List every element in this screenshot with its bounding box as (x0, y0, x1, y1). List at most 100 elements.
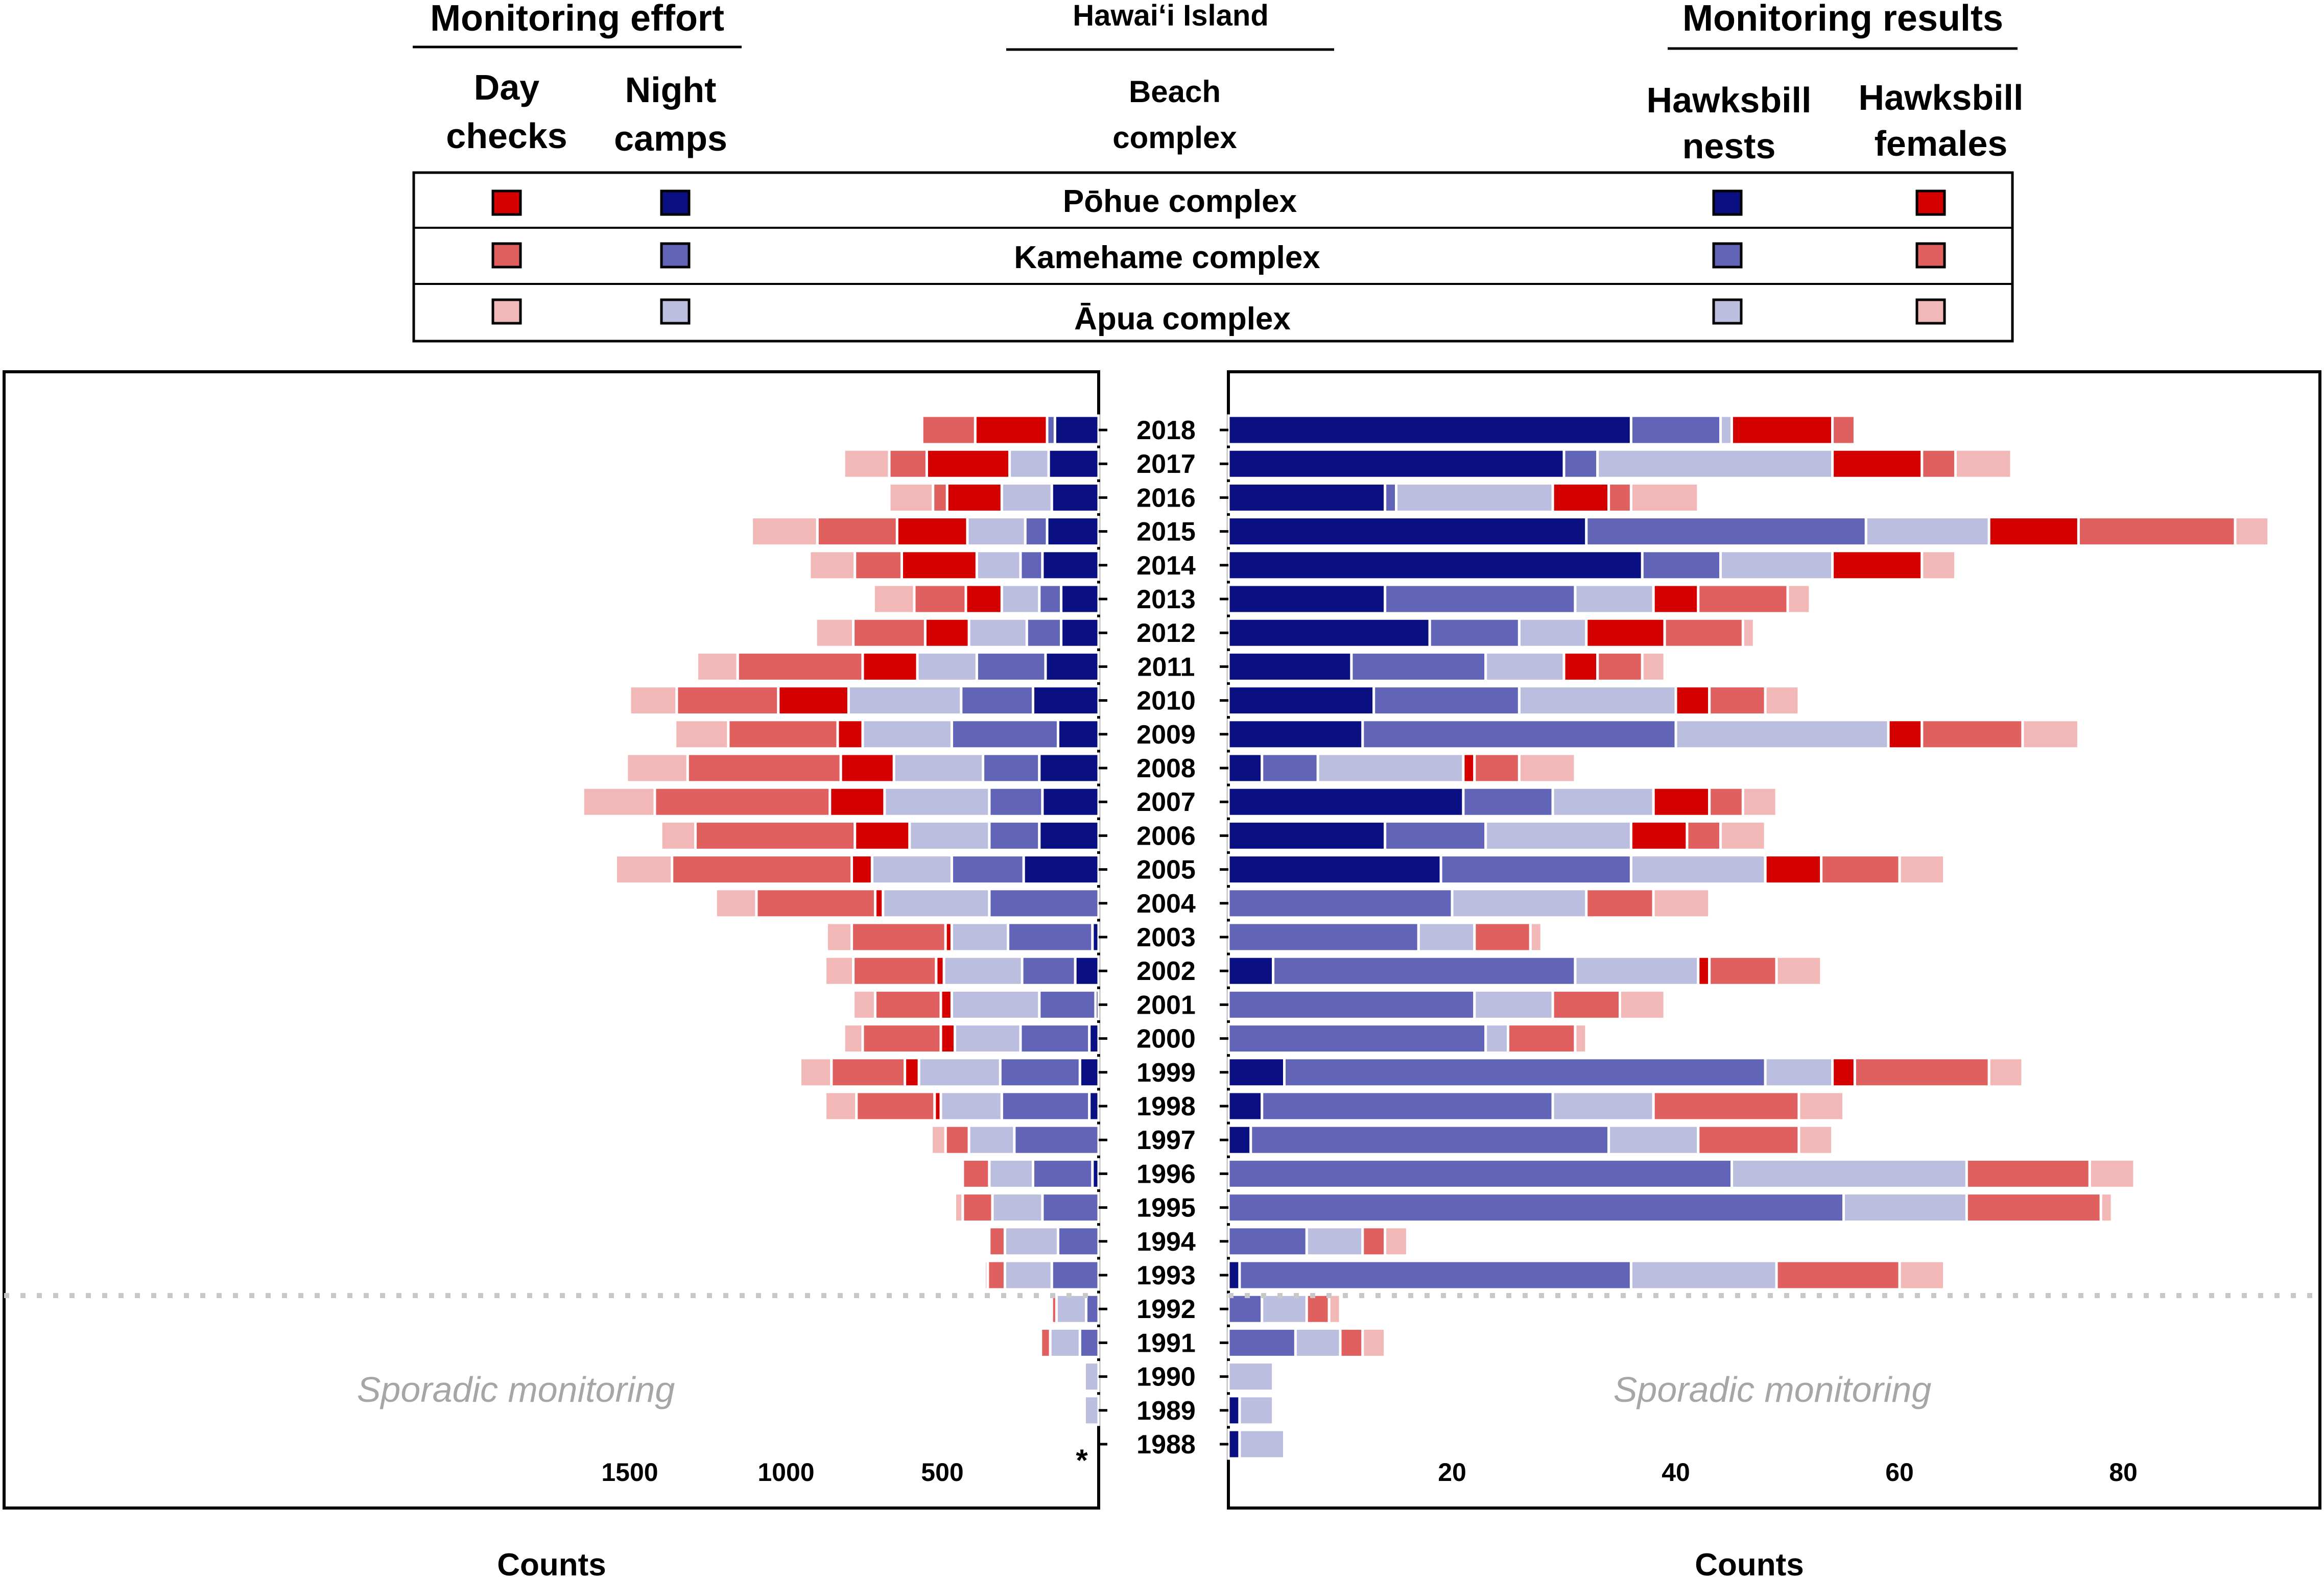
females-swatch-apua (1915, 298, 1946, 325)
effort-bar-2005-s1 (950, 854, 1025, 886)
effort-bar-1999-s2 (917, 1057, 1002, 1088)
effort-bar-1995-s2 (991, 1192, 1044, 1224)
effort-bar-2015-s3 (895, 516, 969, 547)
results-bar-1996-s4 (1965, 1158, 2091, 1189)
year-label-2006: 2006 (1136, 821, 1196, 851)
effort-bar-1997-s2 (967, 1124, 1016, 1156)
effort-bar-2018-s3 (974, 414, 1049, 446)
results-bar-2017-s2 (1596, 448, 1834, 480)
results-bar-1999-s1 (1283, 1057, 1767, 1088)
results-bar-2001-s5 (1619, 989, 1666, 1020)
year-label-1999: 1999 (1136, 1058, 1196, 1088)
results-bar-2003-s1 (1227, 921, 1420, 953)
results-bar-2005-s2 (1629, 854, 1767, 886)
results-bar-2012-s3 (1585, 617, 1666, 649)
effort-bar-2012-s5 (814, 617, 855, 649)
year-label-2012: 2012 (1136, 618, 1196, 648)
results-bar-2008-s5 (1517, 752, 1577, 784)
results-bar-2014-s2 (1719, 549, 1834, 581)
results-bar-2014-s1 (1641, 549, 1722, 581)
results-bar-1996-s1 (1227, 1158, 1733, 1189)
effort-bar-2008-s4 (686, 752, 842, 784)
left-axis-ticks: 1500 1000 500 (601, 1458, 963, 1487)
results-bar-2009-s0 (1227, 719, 1364, 750)
results-bar-2008-s0 (1227, 752, 1264, 784)
effort-bar-2000-s3 (939, 1023, 956, 1055)
results-bar-2003-s2 (1417, 921, 1476, 953)
results-bar-2016-s3 (1551, 482, 1610, 513)
effort-bar-1993-s4 (986, 1259, 1006, 1291)
effort-bar-1993-s2 (1003, 1259, 1053, 1291)
effort-bar-2015-s4 (816, 516, 898, 547)
results-bar-2011-s0 (1227, 651, 1353, 682)
results-bar-2006-s0 (1227, 820, 1387, 851)
results-bar-1988-s2 (1238, 1428, 1286, 1460)
day-checks-swatch-apua (491, 298, 522, 325)
right-tick-40: 40 (1662, 1458, 1690, 1487)
effort-bar-2006-s3 (853, 820, 911, 851)
results-bar-2002-s5 (1775, 955, 1823, 987)
effort-bar-2008-s5 (625, 752, 689, 784)
day-checks-swatch-pohue (491, 189, 522, 216)
effort-bar-2000-s1 (1019, 1023, 1091, 1055)
results-bar-1991-s5 (1361, 1327, 1387, 1358)
effort-bar-1990-s4 (1081, 1361, 1086, 1393)
effort-bar-2010-s4 (675, 685, 780, 716)
results-bar-2010-s3 (1674, 685, 1711, 716)
left-tick-500: 500 (921, 1458, 963, 1487)
results-bar-2013-s1 (1384, 583, 1577, 615)
left-effort-bars (581, 414, 1100, 1426)
effort-bar-2013-s2 (1000, 583, 1041, 615)
results-bar-2000-s4 (1507, 1023, 1577, 1055)
day-checks-label-line2: checks (446, 116, 567, 156)
results-bar-1995-s4 (1965, 1192, 2102, 1224)
results-bar-1988-s0 (1227, 1428, 1241, 1460)
results-bar-2010-s5 (1764, 685, 1800, 716)
year-label-2016: 2016 (1136, 483, 1196, 513)
effort-bar-2016-s5 (888, 482, 935, 513)
effort-bar-1994-s1 (1056, 1226, 1100, 1257)
year-label-2009: 2009 (1136, 720, 1196, 750)
results-bar-1992-s5 (1327, 1293, 1342, 1325)
effort-bar-2015-s0 (1046, 516, 1100, 547)
effort-bar-2017-s5 (842, 448, 891, 480)
effort-bar-2010-s0 (1031, 685, 1100, 716)
night-camps-swatch-kamehame (660, 242, 691, 269)
results-bar-1992-s1 (1227, 1293, 1264, 1325)
results-bar-2008-s3 (1462, 752, 1476, 784)
effort-bar-1999-s1 (999, 1057, 1081, 1088)
results-bar-2016-s4 (1607, 482, 1632, 513)
results-bar-1997-s2 (1607, 1124, 1700, 1156)
results-bar-2015-s5 (2234, 516, 2270, 547)
results-bar-2000-s5 (1574, 1023, 1588, 1055)
year-label-1995: 1995 (1136, 1193, 1196, 1223)
effort-bar-2013-s3 (964, 583, 1003, 615)
results-bar-1991-s2 (1294, 1327, 1342, 1358)
effort-bar-2015-s2 (966, 516, 1027, 547)
results-bar-2007-s0 (1227, 786, 1465, 818)
year-label-2005: 2005 (1136, 855, 1196, 885)
results-bar-1996-s5 (2088, 1158, 2136, 1189)
effort-bar-2000-s4 (861, 1023, 942, 1055)
effort-bar-2017-s4 (888, 448, 928, 480)
nests-label-line1: Hawksbill (1647, 80, 1812, 120)
effort-bar-1998-s5 (824, 1090, 858, 1122)
females-label-line1: Hawksbill (1859, 78, 2024, 117)
effort-bar-2005-s0 (1022, 854, 1100, 886)
results-bar-2016-s2 (1395, 482, 1554, 513)
effort-bar-2014-s2 (975, 549, 1022, 581)
effort-bar-2000-s0 (1088, 1023, 1100, 1055)
year-label-1993: 1993 (1136, 1261, 1196, 1290)
effort-bar-2001-s5 (852, 989, 876, 1020)
effort-bar-2014-s5 (808, 549, 857, 581)
results-bar-2017-s4 (1920, 448, 1957, 480)
results-bar-1994-s2 (1305, 1226, 1364, 1257)
effort-bar-2009-s1 (950, 719, 1059, 750)
effort-bar-1995-s5 (953, 1192, 964, 1224)
effort-bar-2002-s0 (1074, 955, 1100, 987)
results-bar-1999-s5 (1987, 1057, 2024, 1088)
year-label-2003: 2003 (1136, 923, 1196, 952)
results-bar-1993-s4 (1775, 1259, 1901, 1291)
effort-bar-2003-s1 (1007, 921, 1094, 953)
results-bar-1990-s2 (1227, 1361, 1275, 1393)
